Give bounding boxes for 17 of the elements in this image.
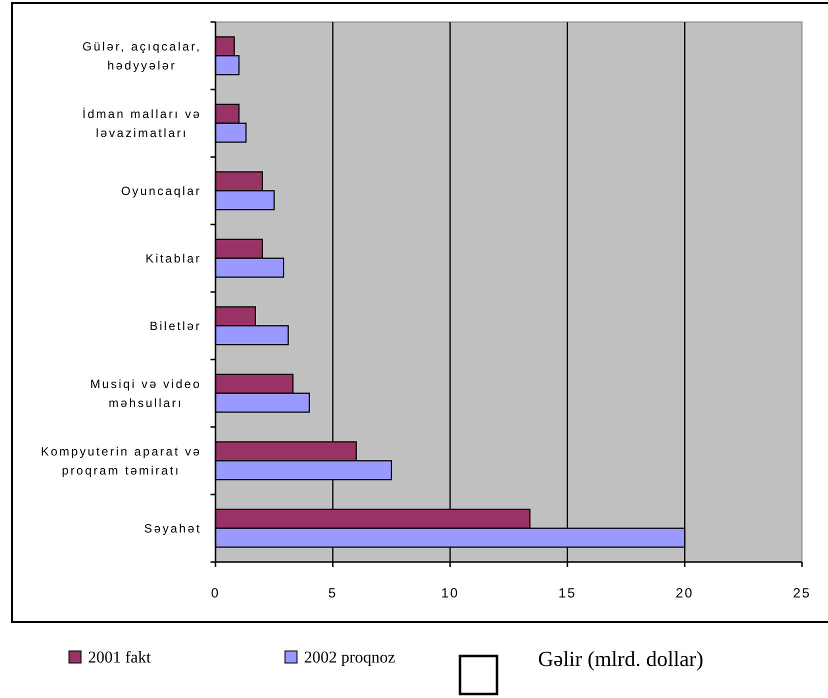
- x-tick-label: 5: [328, 586, 338, 600]
- x-tick-label: 10: [441, 586, 460, 600]
- y-tick-label: Musiqi və video məhsulları: [90, 376, 202, 410]
- y-tick-label: Kitablar: [146, 251, 202, 266]
- y-tick-label: Biletlər: [150, 318, 202, 333]
- x-tick-label: 0: [210, 586, 220, 600]
- y-tick-label: Səyahət: [144, 521, 202, 536]
- legend-label: 2002 proqnoz: [304, 648, 396, 666]
- x-tick-label: 25: [792, 586, 812, 600]
- y-tick-label: Gülər, açıqcalar, hədyyələr: [82, 39, 202, 72]
- x-axis-title: Gəlir (mlrd. dollar): [538, 647, 704, 671]
- y-tick-label: İdman malları və ləvazimatları: [82, 106, 202, 140]
- y-tick-label: Oyuncaqlar: [121, 184, 202, 198]
- legend-label: 2001 fakt: [88, 648, 152, 666]
- x-tick-label: 15: [558, 586, 576, 600]
- y-tick-label: Kompyuterin aparat və proqram təmiratı: [40, 444, 202, 478]
- x-tick-label: 20: [676, 586, 694, 600]
